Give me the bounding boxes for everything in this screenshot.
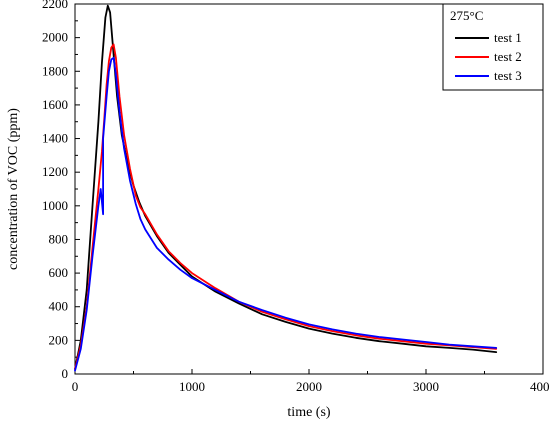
legend-label-test-2: test 2 — [494, 49, 522, 64]
x-tick-label: 0 — [72, 379, 79, 394]
legend: 275°C test 1 test 2 test 3 — [442, 3, 544, 91]
y-tick-label: 2200 — [42, 0, 68, 11]
series-layer — [74, 4, 498, 372]
legend-box — [442, 3, 544, 91]
y-tick-label: 400 — [49, 299, 69, 314]
y-tick-label: 0 — [62, 366, 69, 381]
y-tick-label: 1800 — [42, 63, 68, 78]
y-tick-label: 2000 — [42, 30, 68, 45]
legend-label-test-1: test 1 — [494, 30, 522, 45]
y-tick-label: 600 — [49, 265, 69, 280]
legend-title: 275°C — [450, 8, 483, 23]
y-axis-title: concentration of VOC (ppm) — [6, 108, 21, 270]
legend-label-test-3: test 3 — [494, 68, 522, 83]
y-tick-label: 200 — [49, 332, 69, 347]
y-tick-label: 1000 — [42, 198, 68, 213]
y-tick-label: 1200 — [42, 164, 68, 179]
x-axis-title: time (s) — [287, 405, 330, 420]
y-tick-label: 1600 — [42, 97, 68, 112]
x-tick-label: 2000 — [296, 379, 322, 394]
y-axis: 0 200 400 600 800 1000 1200 1400 1600 1800 2000 220… — [42, 0, 80, 381]
series-line-test-2 — [74, 43, 498, 370]
y-tick-label: 1400 — [42, 131, 68, 146]
x-tick-label: 1000 — [179, 379, 205, 394]
series-line-test-3 — [74, 56, 498, 372]
y-tick-label: 800 — [49, 231, 69, 246]
series-line-test-1 — [74, 4, 498, 370]
x-tick-label: 3000 — [413, 379, 439, 394]
